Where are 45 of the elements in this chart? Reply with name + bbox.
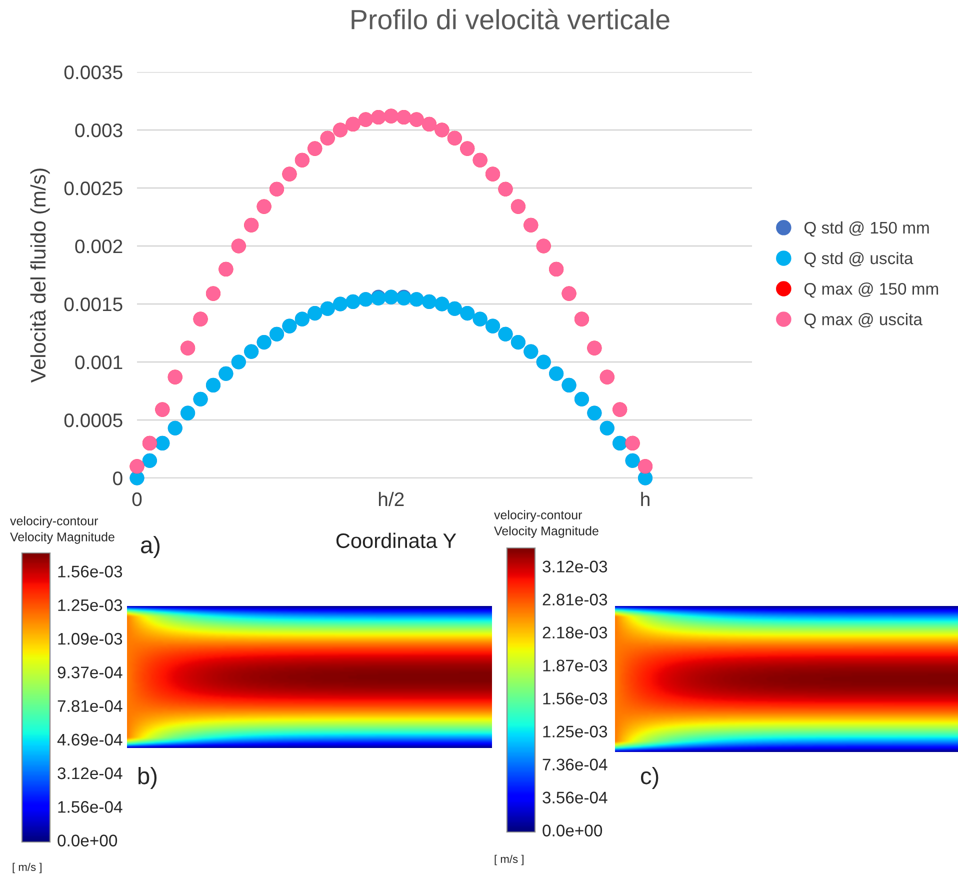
y-tick-label: 0.0005 bbox=[64, 413, 122, 428]
text: velociry-contour bbox=[494, 510, 582, 522]
y-axis-title: Velocità del fluido (m/s) bbox=[30, 168, 50, 383]
y-tick-label: 0.0025 bbox=[64, 181, 122, 196]
chart-title: Profilo di velocità verticale bbox=[352, 8, 670, 30]
text: 2.81e-03 bbox=[542, 594, 608, 606]
x-tick-label: h bbox=[641, 492, 650, 506]
color-bar-title: [ m/s ] bbox=[12, 862, 42, 874]
text: 1.56e-03 bbox=[543, 692, 608, 704]
color-bar-title: [ m/s ] bbox=[494, 854, 524, 866]
legend-label: Q max @ uscita bbox=[804, 313, 922, 328]
text: 1.09e-03 bbox=[58, 632, 122, 645]
y-tick-label: 0.001 bbox=[75, 355, 122, 370]
legend-label: Q std @ 150 mm bbox=[804, 221, 929, 237]
legend-label: Q max @ 150 mm bbox=[804, 282, 938, 298]
text: 1.87e-03 bbox=[543, 660, 608, 672]
text: 1.25e-03 bbox=[543, 726, 608, 738]
x-axis-title: Coordinata Y bbox=[336, 532, 456, 548]
y-tick-label: 0 bbox=[113, 471, 122, 486]
text: 7.81e-04 bbox=[58, 700, 122, 712]
text: 3.12e-04 bbox=[58, 767, 122, 780]
y-tick-label: 0.0015 bbox=[64, 297, 122, 312]
text: 0.0e+00 bbox=[542, 824, 602, 836]
text: b) bbox=[138, 766, 157, 789]
text: Velocity Magnitude bbox=[10, 532, 114, 544]
text: 1.56e-03 bbox=[58, 566, 122, 578]
text: velociry-contour bbox=[10, 516, 98, 528]
text: 7.36e-04 bbox=[542, 758, 608, 770]
x-tick-label: 0 bbox=[132, 492, 142, 506]
text: 1.56e-04 bbox=[58, 801, 122, 813]
text: 0.0e+00 bbox=[58, 834, 118, 846]
text: c) bbox=[641, 766, 658, 789]
text: 3.12e-03 bbox=[542, 560, 608, 572]
text: 4.69e-04 bbox=[57, 734, 122, 746]
text: a) bbox=[141, 536, 160, 558]
text: 2.18e-03 bbox=[542, 626, 608, 638]
text: 9.37e-04 bbox=[58, 666, 122, 678]
text: 3.56e-04 bbox=[542, 792, 608, 804]
text: Velocity Magnitude bbox=[494, 526, 598, 538]
y-tick-label: 0.002 bbox=[75, 239, 122, 254]
y-tick-label: 0.0035 bbox=[64, 65, 122, 80]
text: 1.25e-03 bbox=[58, 599, 122, 612]
y-tick-label: 0.003 bbox=[75, 123, 122, 138]
legend-label: Q std @ uscita bbox=[804, 252, 914, 268]
x-tick-label: h/2 bbox=[378, 492, 404, 506]
